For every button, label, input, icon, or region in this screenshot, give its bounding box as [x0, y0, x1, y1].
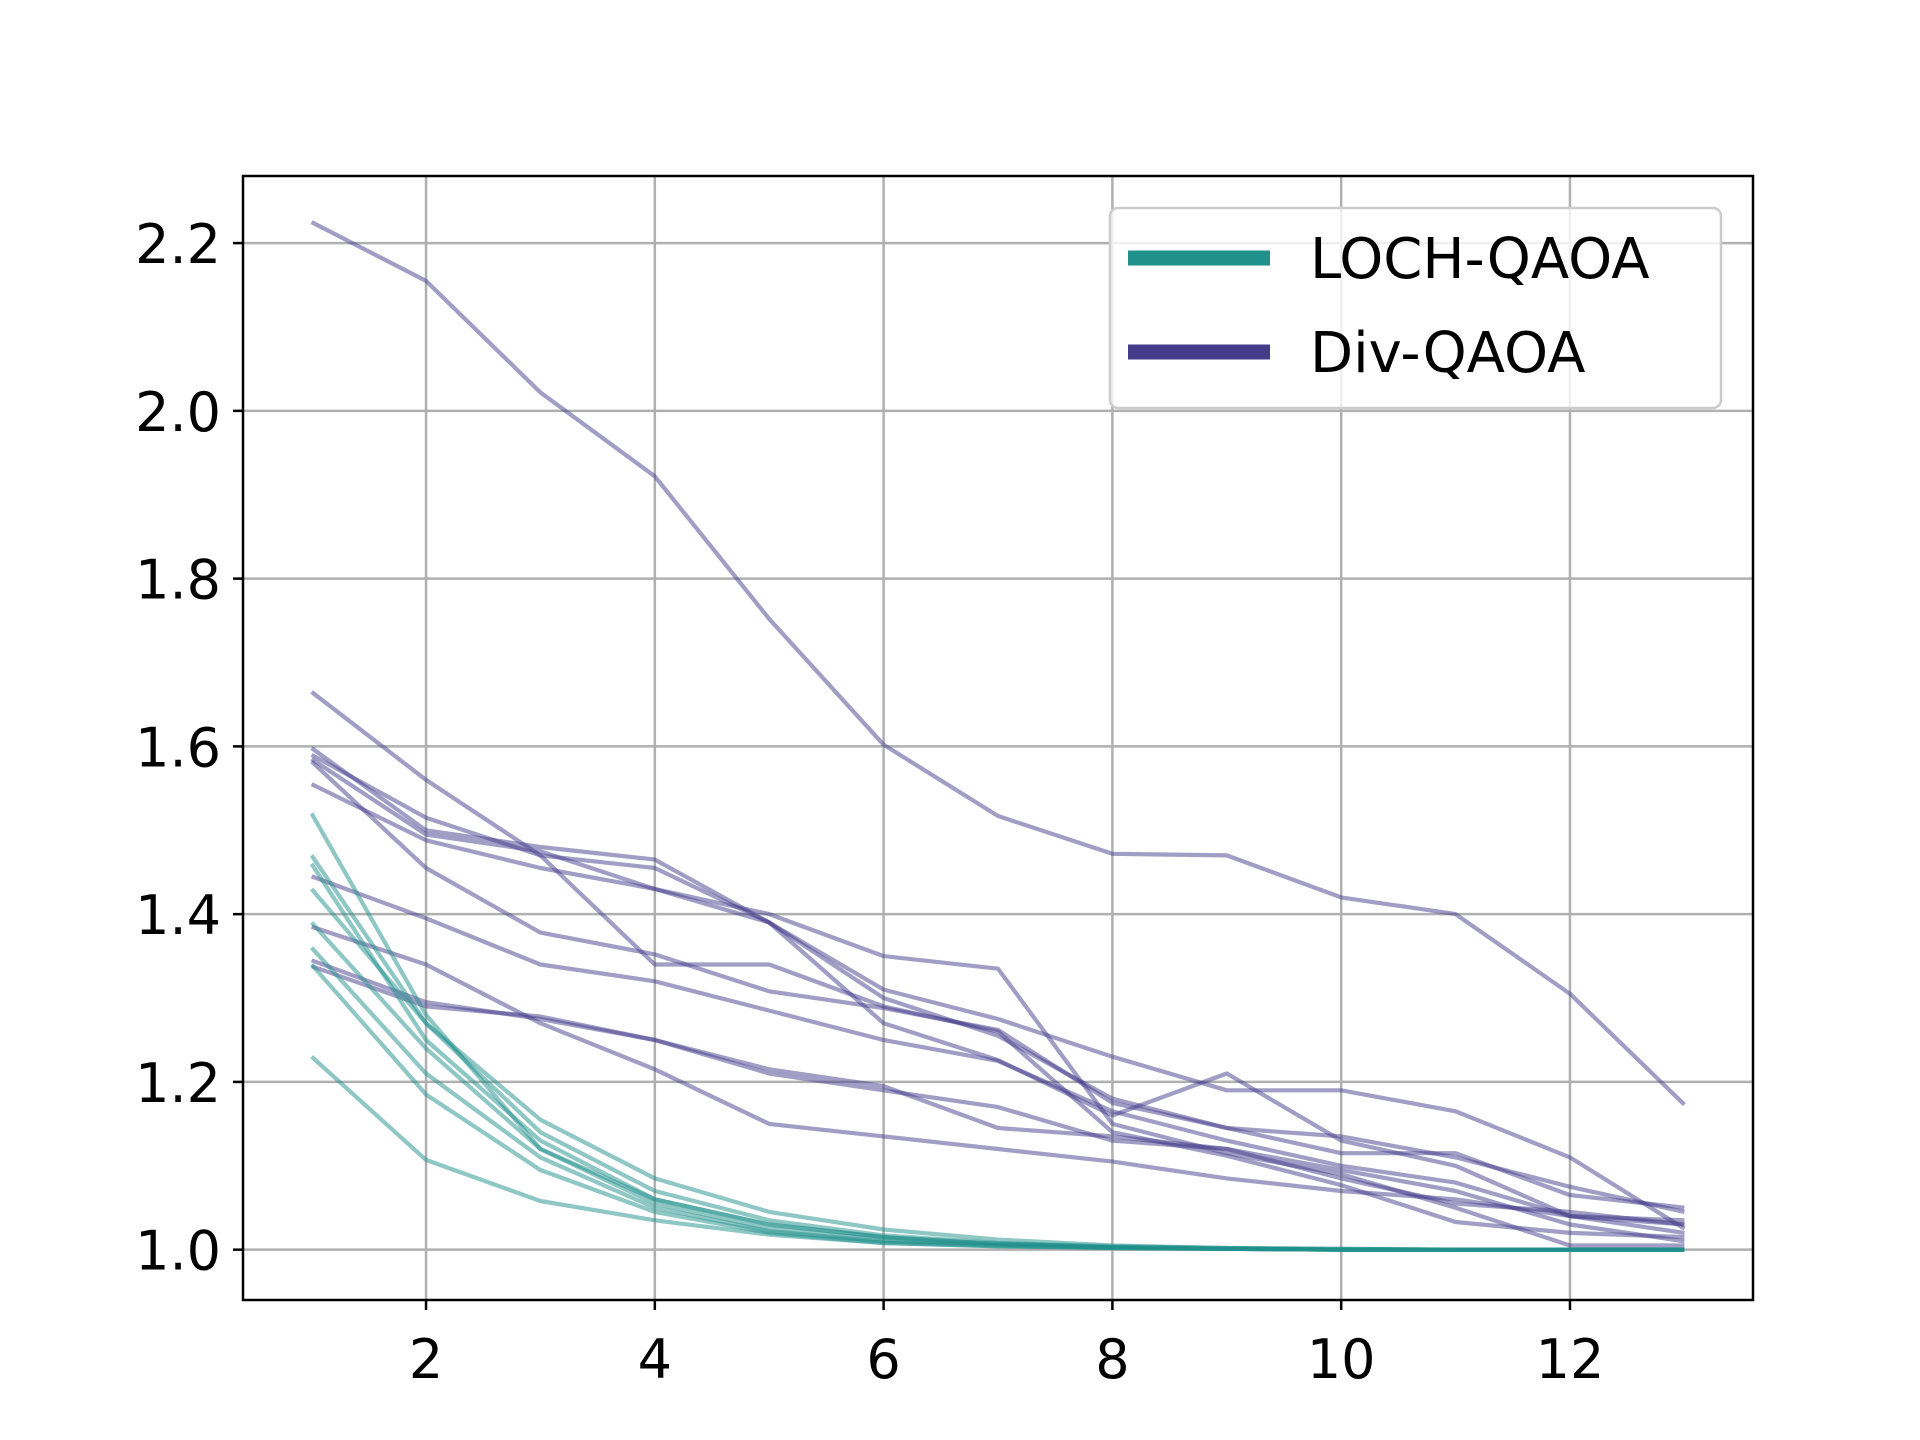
x-tick-label: 6 — [866, 1328, 900, 1391]
series-line-div-qaoa — [310, 759, 1685, 1214]
y-tick-label: 1.2 — [135, 1052, 221, 1115]
y-tick-label: 2.0 — [135, 381, 221, 444]
x-tick-label: 2 — [409, 1328, 443, 1391]
series-lines — [309, 220, 1686, 1252]
series-line-div-qaoa — [310, 964, 1685, 1244]
axis-ticks: 2 4 6 8 10 12 1.0 1.2 1.4 1.6 1.8 2.0 2.2 — [135, 213, 1604, 1391]
series-line-div-qaoa — [310, 958, 1685, 1227]
x-tick-label: 12 — [1536, 1328, 1605, 1391]
series-line-div-qaoa — [310, 220, 1686, 1107]
x-tick-label: 8 — [1095, 1328, 1129, 1391]
legend-label-loch-qaoa: LOCH-QAOA — [1310, 227, 1650, 292]
legend-label-div-qaoa: Div-QAOA — [1310, 321, 1585, 386]
series-line-div-qaoa — [310, 782, 1685, 1248]
series-line-div-qaoa — [310, 924, 1685, 1235]
legend: LOCH-QAOA Div-QAOA — [1108, 206, 1723, 410]
y-tick-label: 1.6 — [135, 716, 221, 779]
y-tick-label: 1.8 — [135, 549, 221, 612]
y-tick-label: 1.0 — [135, 1220, 221, 1283]
series-line-div-qaoa — [310, 874, 1685, 1227]
y-tick-label: 1.4 — [135, 884, 221, 947]
x-tick-label: 10 — [1307, 1328, 1376, 1391]
x-tick-label: 4 — [638, 1328, 672, 1391]
series-line-loch-qaoa — [310, 1055, 1685, 1252]
y-tick-label: 2.2 — [135, 213, 221, 276]
plot-frame — [241, 174, 1755, 1302]
series-line-div-qaoa — [310, 746, 1686, 1231]
series-line-div-qaoa — [310, 752, 1685, 1210]
